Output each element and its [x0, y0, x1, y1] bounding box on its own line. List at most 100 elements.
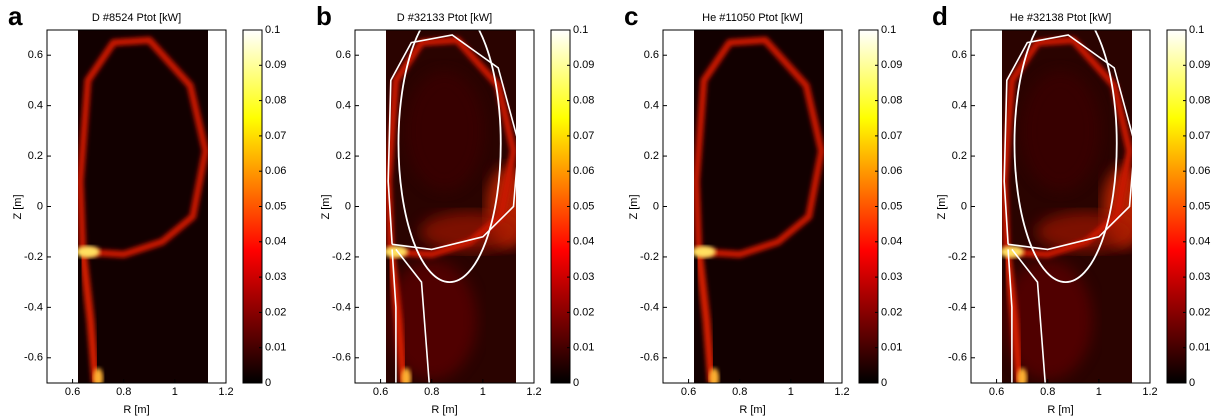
y-tick-label: -0.6 — [332, 352, 351, 364]
chart-title: D #8524 Ptot [kW] — [92, 12, 181, 24]
colorbar-tick-label: 0.06 — [1189, 165, 1210, 177]
heatmap-image — [1002, 30, 1132, 383]
y-tick-label: -0.6 — [24, 352, 43, 364]
colorbar-tick-label: 0.06 — [881, 165, 902, 177]
y-tick-label: 0.2 — [28, 150, 43, 162]
y-axis-label: Z [m] — [936, 194, 948, 219]
x-tick-label: 0.6 — [989, 386, 1004, 398]
colorbar-tick-label: 0.01 — [1189, 342, 1210, 354]
y-tick-label: -0.4 — [24, 301, 43, 313]
x-tick-label: 0.8 — [732, 386, 747, 398]
colorbar-tick-label: 0.1 — [573, 24, 588, 36]
colorbar-tick-label: 0.06 — [573, 165, 594, 177]
colorbar-tick-label: 0 — [573, 377, 579, 389]
colorbar-tick-label: 0.03 — [573, 271, 594, 283]
y-tick-label: 0.4 — [336, 100, 351, 112]
x-tick-label: 0.8 — [116, 386, 131, 398]
x-axis-label: R [m] — [431, 404, 457, 416]
y-tick-label: 0 — [653, 200, 659, 212]
separatrix-leg — [395, 248, 430, 383]
colorbar-tick-label: 0.05 — [1189, 200, 1210, 212]
y-tick-label: 0.4 — [28, 100, 43, 112]
colorbar-tick-label: 0.05 — [265, 200, 286, 212]
emission-ring — [386, 36, 516, 258]
chart-title: He #11050 Ptot [kW] — [702, 12, 803, 24]
glow — [1020, 70, 1101, 191]
colorbar-tick-label: 0 — [265, 377, 271, 389]
colorbar-tick-label: 0.08 — [881, 95, 902, 107]
colorbar-tick-label: 0.03 — [881, 271, 902, 283]
colorbar-tick-label: 0.04 — [1189, 236, 1210, 248]
emission-leg — [694, 251, 716, 383]
emission-ring — [1002, 36, 1132, 258]
panel-label: a — [8, 1, 23, 31]
glow — [420, 211, 516, 252]
emission-ring — [78, 36, 208, 258]
glow — [404, 70, 485, 191]
panel: 0.6 0.8 1 1.2 -0.6 -0.4 -0.2 0 0.2 0.4 0.6 R [m] Z [… — [624, 1, 902, 416]
separatrix-leg — [391, 249, 397, 383]
y-tick-label: -0.2 — [24, 251, 43, 263]
y-axis-label: Z [m] — [628, 194, 640, 219]
colorbar-tick-label: 0.1 — [1189, 24, 1204, 36]
hot-spot — [401, 367, 412, 383]
colorbar-tick-label: 0.06 — [265, 165, 286, 177]
x-axis-label: R [m] — [739, 404, 765, 416]
y-tick-label: 0.6 — [336, 49, 351, 61]
y-tick-label: 0.4 — [644, 100, 659, 112]
colorbar-tick-label: 0.04 — [265, 236, 286, 248]
x-axis-label: R [m] — [1047, 404, 1073, 416]
colorbar-tick-label: 0 — [881, 377, 887, 389]
colorbar-tick-label: 0.02 — [265, 306, 286, 318]
colorbar-tick-label: 0.09 — [1189, 59, 1210, 71]
colorbar-tick-label: 0.08 — [573, 95, 594, 107]
y-tick-label: -0.4 — [640, 301, 659, 313]
x-tick-label: 1 — [172, 386, 178, 398]
hot-spot — [1002, 245, 1024, 258]
colorbar-tick-label: 0.05 — [573, 200, 594, 212]
x-tick-label: 1 — [1096, 386, 1102, 398]
colorbar-tick-label: 0.08 — [1189, 95, 1210, 107]
x-tick-label: 1.2 — [218, 386, 233, 398]
x-tick-label: 1.2 — [526, 386, 541, 398]
colorbar-tick-label: 0.07 — [265, 130, 286, 142]
panel: 0.6 0.8 1 1.2 -0.6 -0.4 -0.2 0 0.2 0.4 0.6 R [m] Z [… — [932, 1, 1210, 416]
emission-leg — [78, 251, 100, 383]
panel-label: d — [932, 1, 948, 31]
y-tick-label: -0.2 — [948, 251, 967, 263]
flux-surface — [1013, 30, 1118, 284]
y-tick-label: 0.2 — [644, 150, 659, 162]
flux-surface — [397, 30, 502, 284]
colorbar-tick-label: 0.1 — [265, 24, 280, 36]
x-tick-label: 0.6 — [65, 386, 80, 398]
colorbar-tick-label: 0.02 — [1189, 306, 1210, 318]
y-tick-label: 0.6 — [28, 49, 43, 61]
colorbar-tick-label: 0.01 — [881, 342, 902, 354]
hot-spot — [386, 245, 408, 258]
y-tick-label: 0 — [37, 200, 43, 212]
chart-title: D #32133 Ptot [kW] — [397, 12, 492, 24]
y-tick-label: -0.6 — [640, 352, 659, 364]
emission-ring — [694, 36, 824, 258]
colorbar-tick-label: 0.02 — [573, 306, 594, 318]
chart-title: He #32138 Ptot [kW] — [1010, 12, 1112, 24]
glow — [1002, 259, 1093, 380]
x-tick-label: 1.2 — [1142, 386, 1157, 398]
x-tick-label: 0.6 — [373, 386, 388, 398]
y-tick-label: -0.2 — [640, 251, 659, 263]
y-tick-label: -0.4 — [948, 301, 967, 313]
panel-label: c — [624, 1, 638, 31]
colorbar-tick-label: 0.03 — [1189, 271, 1210, 283]
x-tick-label: 1 — [480, 386, 486, 398]
glow — [386, 259, 477, 380]
colorbar-tick-label: 0.04 — [881, 236, 902, 248]
x-axis-label: R [m] — [123, 404, 149, 416]
heatmap-background — [694, 30, 824, 383]
colorbar-tick-label: 0.08 — [265, 95, 286, 107]
hot-spot — [93, 367, 104, 383]
separatrix-leg — [1007, 249, 1013, 383]
panel: 0.6 0.8 1 1.2 -0.6 -0.4 -0.2 0 0.2 0.4 0.6 R [m] Z [… — [316, 1, 594, 416]
separatrix-leg — [1011, 248, 1046, 383]
colorbar-tick-label: 0.05 — [881, 200, 902, 212]
colorbar-tick-label: 0.02 — [881, 306, 902, 318]
